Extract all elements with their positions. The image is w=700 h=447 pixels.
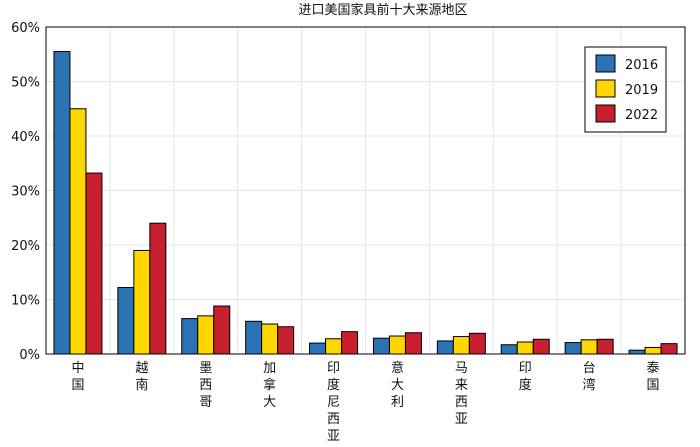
bar-2016 [372,337,390,355]
x-tick-label: 泰国 [647,361,660,393]
bar-2019 [580,339,598,355]
x-tick-label: 台湾 [583,361,596,393]
bar-2019 [197,315,215,355]
bar-2022 [213,305,231,355]
x-tick-label: 墨西哥 [199,361,212,410]
bar-2019 [133,249,151,355]
bar-2019 [516,341,534,355]
bar-2016 [309,342,327,355]
legend-swatch [595,79,616,98]
plot-frame [45,26,686,355]
legend-swatch [595,104,616,123]
bar-2019 [452,336,470,355]
bar-2022 [596,338,614,355]
y-tick-label: 40% [11,130,40,145]
bar-2016 [500,344,518,355]
grid [46,27,685,354]
bar-2022 [532,338,550,355]
bar-2022 [660,343,678,355]
x-tick-label: 中国 [71,361,84,393]
bar-2016 [117,287,135,355]
bar-2016 [564,342,582,355]
y-tick-label: 60% [11,21,40,36]
x-tick-label: 越南 [135,361,148,393]
y-axis: 0% 10% 20% 30% 40% 50% 60% [11,21,40,363]
legend: 2016 2019 2022 [584,46,667,133]
bar-2016 [628,349,646,355]
bar-2019 [388,335,406,355]
x-tick-label: 印度 [519,361,532,393]
legend-label: 2019 [625,83,658,98]
y-tick-label: 20% [11,239,40,254]
bar-2019 [69,108,87,355]
x-tick-label: 马来西亚 [455,361,468,427]
bar-2022 [468,332,486,355]
bar-2022 [85,172,103,355]
chart-title: 进口美国家具前十大来源地区 [298,2,467,18]
bar-2016 [181,318,199,355]
y-tick-label: 30% [11,185,40,200]
legend-swatch [595,54,616,73]
bar-2022 [277,326,295,355]
bar-2019 [644,346,662,355]
x-axis: 中国 越南 墨西哥 加拿大 印度尼西亚 意大利 马来西亚 印度 台湾 泰国 [71,360,659,444]
legend-label: 2016 [625,58,658,73]
bar-2019 [325,338,343,355]
legend-label: 2022 [625,108,658,123]
bar-2016 [245,320,263,355]
bar-2016 [436,340,454,355]
x-tick-label: 加拿大 [263,361,276,410]
y-tick-label: 10% [11,294,40,309]
bar-2019 [261,323,279,355]
bar-2022 [149,222,167,355]
bar-2022 [341,331,359,355]
x-tick-label: 印度尼西亚 [327,361,340,444]
y-tick-label: 50% [11,76,40,91]
y-tick-label: 0% [19,348,40,363]
bar-2022 [404,332,422,355]
x-tick-label: 意大利 [391,360,404,410]
bar-2016 [53,51,71,355]
